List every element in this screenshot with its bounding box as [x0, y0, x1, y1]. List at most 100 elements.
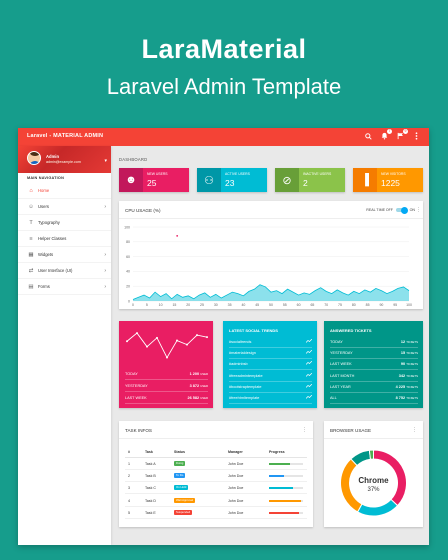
- info-box-value: 25: [147, 178, 157, 188]
- user-email: admin@example.com: [46, 160, 81, 164]
- social-trends-title: LATEST SOCIAL TRENDS: [229, 328, 278, 333]
- ticket-row: LAST YEAR 4 225 TICKETS: [330, 382, 418, 393]
- task-number: 2: [128, 474, 130, 479]
- task-number: 4: [128, 498, 130, 503]
- cpu-marker: [176, 234, 179, 237]
- realtime-label: REAL TIME: [366, 208, 385, 212]
- task-manager: John Doe: [228, 462, 244, 466]
- social-trend-item[interactable]: #adminbsb: [229, 359, 313, 371]
- task-table-header: # Task Status Manager Progress: [125, 446, 307, 458]
- info-box-label: INACTIVE USERS: [303, 172, 332, 176]
- user-stats-point: [166, 356, 168, 359]
- ticket-period: TODAY: [330, 340, 343, 344]
- cpu-x-tick-label: 20: [186, 303, 190, 307]
- cpu-x-tick-label: 5: [146, 303, 148, 307]
- text-icon: T: [29, 219, 33, 226]
- hero-subtitle: Laravel Admin Template: [106, 74, 342, 99]
- divider: [324, 438, 423, 439]
- user-stats-point: [126, 340, 128, 343]
- hero-title: LaraMaterial: [141, 34, 307, 64]
- sidebar-item-helper-classes[interactable]: ≡ Helper Classes: [18, 231, 111, 247]
- social-trend-item[interactable]: #socialtrends: [229, 337, 313, 348]
- stat-value: 1 200: [189, 372, 200, 376]
- layers-icon: ≡: [29, 235, 33, 242]
- cpu-x-tick-label: 100: [406, 303, 412, 307]
- info-box-new-users[interactable]: ☻ NEW USERS 25: [119, 168, 189, 192]
- ticket-row: TODAY 12 TICKETS: [330, 337, 418, 348]
- table-row[interactable]: 5 Task E Suspended John Doe: [125, 507, 307, 519]
- task-name: Task A: [145, 462, 156, 466]
- cpu-y-tick-label: 60: [126, 255, 130, 259]
- social-trend-tag: #materialdesign: [229, 351, 256, 356]
- ticket-unit: TICKETS: [406, 373, 418, 378]
- status-badge: Wait Approvel: [174, 497, 196, 503]
- sidebar-item-user-interface-ui[interactable]: ⇄ User Interface (UI) ›: [18, 263, 111, 279]
- ticket-unit: TICKETS: [406, 340, 418, 344]
- block-icon: ⊘: [275, 168, 299, 192]
- flag-icon[interactable]: 9: [395, 129, 408, 141]
- task-name: Task E: [145, 510, 156, 515]
- notifications-icon[interactable]: 7: [379, 129, 392, 141]
- task-infos-title: TASK INFOS: [125, 428, 152, 433]
- divider: [119, 438, 313, 439]
- social-trend-item[interactable]: #freehtmltemplate: [229, 393, 313, 404]
- sidebar-item-widgets[interactable]: ▦ Widgets ›: [18, 247, 111, 263]
- social-trend-item[interactable]: #freeadmintemplate: [229, 371, 313, 382]
- ticket-value-group: 90 TICKETS: [401, 362, 418, 366]
- task-more-icon[interactable]: ⋮: [302, 427, 307, 433]
- status-cell: Suspended: [174, 509, 193, 515]
- ticket-value-group: 4 225 TICKETS: [396, 385, 418, 389]
- trending-up-icon: [305, 361, 313, 367]
- swap-icon: ⇄: [28, 267, 34, 274]
- divider: [119, 218, 423, 219]
- app-title[interactable]: Laravel - MATERIAL ADMIN: [27, 133, 104, 139]
- table-row[interactable]: 2 Task B To Do John Doe: [125, 470, 307, 483]
- progress-bar: [269, 499, 303, 502]
- ticket-unit: TICKETS: [406, 362, 418, 367]
- sidebar-item-label: Widgets: [38, 252, 54, 257]
- browser-more-icon[interactable]: ⋮: [412, 427, 417, 433]
- table-row[interactable]: 1 Task A Doing John Doe: [125, 458, 307, 470]
- group-icon: ⚇: [197, 168, 221, 192]
- realtime-toggle[interactable]: [396, 206, 408, 214]
- user-stats-row: LAST WEEK 26 582 USER: [125, 393, 208, 404]
- info-box-active-users[interactable]: ⚇ ACTIVE USERS 23: [197, 168, 267, 192]
- sidebar: Admin admin@example.com ▾ MAIN NAVIGATIO…: [18, 146, 111, 545]
- cpu-more-icon[interactable]: ⋮: [416, 207, 421, 213]
- sidebar-item-home[interactable]: ⌂ Home: [18, 183, 111, 199]
- cpu-y-tick-label: 80: [126, 240, 130, 244]
- social-trend-item[interactable]: #materialdesign: [229, 348, 313, 360]
- stat-value: 26 582: [187, 396, 200, 400]
- ticket-value-group: 12 TICKETS: [401, 340, 418, 344]
- table-row[interactable]: 3 Task C On Hold John Doe: [125, 482, 307, 495]
- donut-slice: [340, 458, 363, 513]
- stat-value-group: 26 582 USER: [188, 396, 208, 400]
- more-vert-icon[interactable]: [411, 131, 421, 141]
- sidebar-item-typography[interactable]: T Typography: [18, 215, 111, 231]
- avatar[interactable]: [27, 151, 41, 165]
- sidebar-item-forms[interactable]: ▤ Forms ›: [18, 279, 111, 295]
- ticket-row: YESTERDAY 15 TICKETS: [330, 348, 418, 360]
- info-box-new-visitors[interactable]: ▐ NEW VISITORS 1225: [353, 168, 423, 192]
- status-cell: To Do: [174, 473, 186, 479]
- info-box-inactive-users[interactable]: ⊘ INACTIVE USERS 2: [275, 168, 345, 192]
- table-row[interactable]: 4 Task D Wait Approvel John Doe: [125, 495, 307, 507]
- ticket-value-group: 8 752 TICKETS: [396, 396, 418, 400]
- trending-up-icon: [305, 372, 313, 379]
- sidebar-item-label: User Interface (UI): [38, 268, 73, 273]
- sidebar-item-users[interactable]: ☺ Users ›: [18, 199, 111, 215]
- status-badge: To Do: [174, 473, 186, 479]
- user-stats-row: TODAY 1 200 USER: [125, 369, 208, 380]
- social-trend-item[interactable]: #bootstraptemplate: [229, 382, 313, 393]
- status-cell: On Hold: [174, 485, 189, 491]
- chevron-right-icon: ›: [104, 268, 106, 274]
- progress-bar: [269, 463, 303, 465]
- chevron-down-icon[interactable]: ▾: [104, 158, 107, 164]
- col-manager: Manager: [228, 450, 243, 454]
- ticket-unit: TICKETS: [406, 351, 418, 356]
- col-task: Task: [145, 450, 153, 454]
- ticket-count: 8 752: [395, 396, 406, 400]
- donut-center-value: 37%: [367, 487, 380, 493]
- search-icon[interactable]: [363, 131, 373, 141]
- ticket-period: YESTERDAY: [330, 351, 353, 356]
